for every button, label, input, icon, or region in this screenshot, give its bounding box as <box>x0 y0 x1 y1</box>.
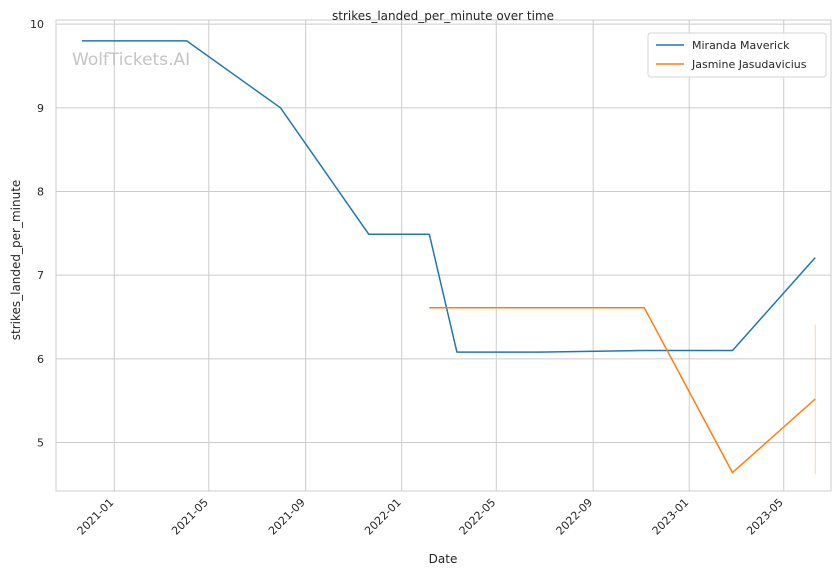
x-tick-label: 2023-05 <box>744 496 786 538</box>
plot-area <box>55 19 832 492</box>
y-tick-label: 8 <box>37 186 44 199</box>
x-tick-label: 2021-05 <box>169 496 211 538</box>
x-axis-title: Date <box>429 552 458 566</box>
y-axis-title: strikes_landed_per_minute <box>9 180 23 341</box>
grid-lines <box>56 20 831 491</box>
y-tick-label: 6 <box>37 353 44 366</box>
series-lines <box>82 40 816 474</box>
legend-label-jasmine: Jasmine Jasudavicius <box>691 58 807 71</box>
y-axis-ticks: 5 6 7 8 9 10 <box>30 18 44 449</box>
legend: Miranda Maverick Jasmine Jasudavicius <box>647 32 827 78</box>
series-line-1 <box>429 307 816 474</box>
x-tick-label: 2022-09 <box>554 496 596 538</box>
watermark: WolfTickets.AI <box>72 50 190 70</box>
y-tick-label: 10 <box>30 18 44 31</box>
x-tick-label: 2022-01 <box>362 496 404 538</box>
chart-title: strikes_landed_per_minute over time <box>332 9 554 23</box>
y-tick-label: 5 <box>37 436 44 449</box>
x-tick-label: 2021-01 <box>75 496 117 538</box>
x-tick-label: 2022-05 <box>457 496 499 538</box>
series-line-0 <box>82 40 816 353</box>
x-axis-ticks: 2021-01 2021-05 2021-09 2022-01 2022-05 2022-… <box>75 496 786 538</box>
y-tick-label: 9 <box>37 102 44 115</box>
x-tick-label: 2021-09 <box>266 496 308 538</box>
y-tick-label: 7 <box>37 269 44 282</box>
legend-box <box>647 32 827 78</box>
legend-label-miranda: Miranda Maverick <box>692 39 790 52</box>
x-tick-label: 2023-01 <box>650 496 692 538</box>
